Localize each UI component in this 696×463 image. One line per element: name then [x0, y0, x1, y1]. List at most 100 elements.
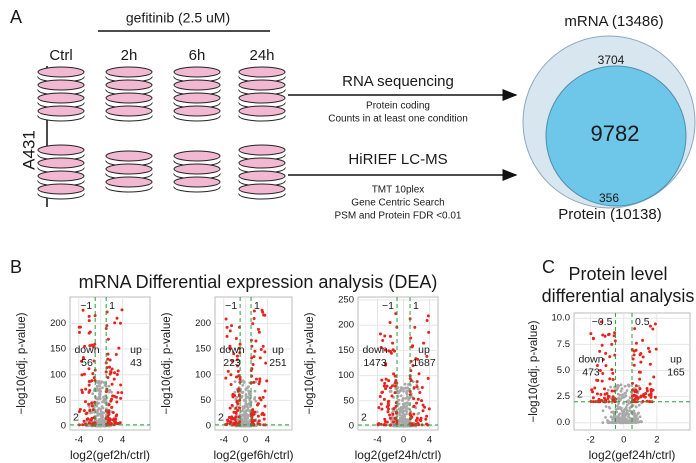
condition-label: 2h [121, 47, 138, 64]
point-decor [386, 407, 390, 411]
point-decor [102, 395, 105, 399]
point-decor [616, 386, 619, 390]
point-decor [628, 409, 632, 413]
point-decor [611, 378, 615, 382]
point-decor [251, 363, 255, 367]
point-decor [263, 389, 267, 393]
point-decor [81, 308, 85, 312]
dish [37, 66, 85, 78]
point-decor [414, 418, 418, 422]
point-decor [388, 416, 392, 420]
point-decor [253, 397, 256, 401]
point-decor [91, 372, 95, 376]
dish [173, 66, 221, 78]
panel-title: differential analysis [542, 286, 695, 306]
point-decor [419, 416, 423, 420]
point-decor [623, 419, 627, 422]
x-axis-label: log2(gef2h/ctrl) [70, 448, 150, 462]
point-decor [234, 337, 238, 341]
point-decor [236, 364, 240, 368]
point-decor [408, 393, 412, 397]
point-decor [107, 411, 111, 415]
point-decor [88, 388, 92, 392]
point-decor [265, 379, 269, 383]
point-decor [238, 377, 242, 381]
y-axis-label: −log10(adj. p-value) [161, 312, 173, 414]
point-decor [635, 414, 638, 418]
x-axis-label: log2(gef24h/ctrl) [589, 448, 676, 462]
point-decor [261, 395, 265, 399]
point-decor [632, 411, 635, 414]
point-decor [636, 397, 640, 401]
point-decor [649, 387, 653, 391]
y-tick-label: 150 [338, 345, 354, 356]
y-tick-label: 0.0 [557, 417, 570, 428]
point-decor [406, 401, 410, 405]
point-decor [639, 351, 643, 355]
y-tick-label: 100 [195, 369, 211, 380]
point-decor [114, 353, 118, 357]
point-decor [237, 387, 241, 391]
down-label: down [74, 344, 99, 356]
point-decor [605, 391, 609, 395]
x-tick-label: 4 [120, 435, 125, 446]
dish [238, 183, 286, 195]
point-decor [393, 391, 397, 395]
dish [37, 157, 85, 169]
point-decor [234, 375, 238, 379]
point-decor [648, 362, 652, 366]
down-label: down [362, 344, 387, 356]
point-decor [242, 381, 246, 384]
dish [173, 163, 221, 175]
threshold-label: 2 [361, 412, 367, 424]
point-decor [652, 375, 656, 379]
point-decor [96, 380, 100, 383]
point-decor [645, 387, 649, 391]
point-decor [235, 358, 239, 362]
down-label: down [219, 344, 244, 356]
point-decor [615, 404, 619, 408]
panel-label: B [10, 257, 22, 277]
condition-label: 24h [249, 47, 274, 64]
point-decor [406, 407, 409, 410]
point-decor [230, 359, 234, 363]
point-decor [248, 398, 252, 402]
panel-label: A [10, 7, 22, 27]
point-decor [392, 372, 396, 376]
point-decor [98, 387, 102, 391]
point-decor [415, 385, 419, 389]
point-decor [399, 386, 403, 389]
point-decor [633, 327, 637, 331]
point-decor [623, 384, 627, 388]
point-decor [648, 350, 652, 354]
point-decor [617, 384, 621, 388]
point-decor [379, 346, 383, 350]
point-decor [87, 331, 91, 335]
point-decor [402, 409, 406, 413]
down-count: 56 [81, 357, 93, 369]
point-decor [257, 382, 261, 386]
point-decor [80, 391, 84, 395]
point-decor [416, 387, 420, 391]
point-decor [110, 382, 114, 386]
point-decor [93, 342, 97, 346]
point-decor [109, 421, 113, 425]
point-decor [407, 383, 410, 386]
dish [173, 150, 221, 162]
point-decor [238, 342, 242, 346]
point-decor [633, 397, 637, 401]
point-decor [598, 349, 602, 353]
point-decor [606, 419, 609, 422]
dish [105, 66, 153, 78]
point-decor [91, 408, 95, 412]
point-decor [109, 370, 113, 374]
point-decor [258, 377, 262, 381]
dish [238, 66, 286, 78]
point-decor [252, 412, 256, 416]
point-decor [262, 417, 266, 421]
point-decor [625, 389, 629, 392]
point-decor [86, 417, 90, 421]
point-decor [101, 406, 105, 410]
panel-label: C [542, 257, 555, 277]
point-decor [78, 407, 82, 411]
